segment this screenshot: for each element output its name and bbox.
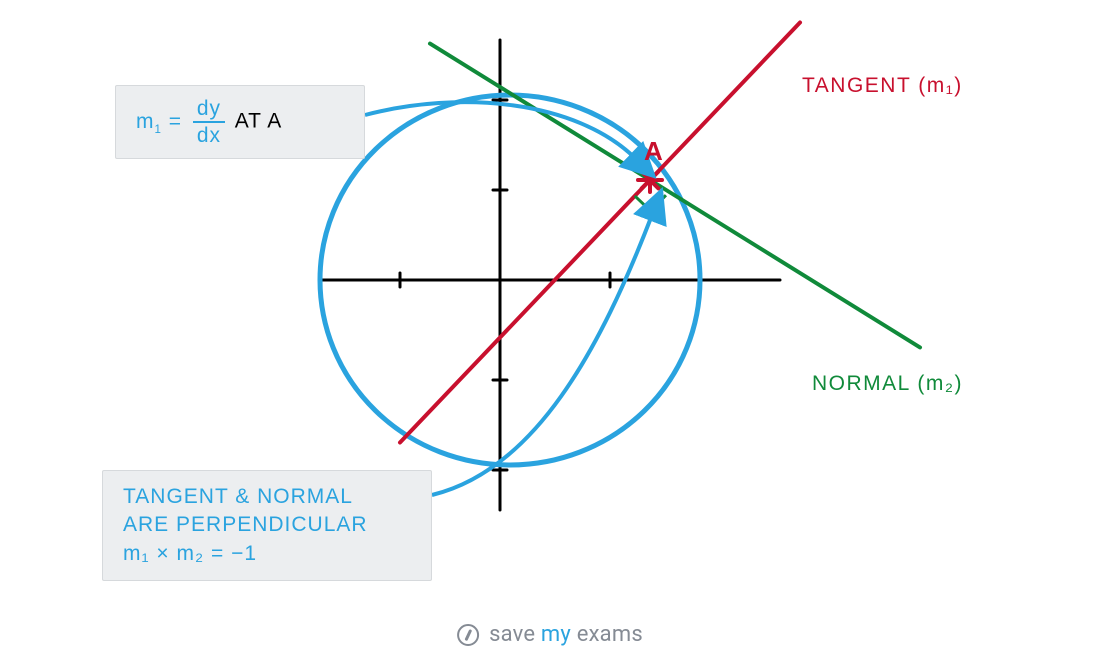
footer-seg1: save	[489, 622, 535, 647]
point-a-marker	[638, 168, 662, 192]
callout-bottom	[432, 215, 652, 495]
perp-line-1: TANGENT & NORMAL	[123, 483, 411, 511]
perpendicular-indicator	[635, 195, 666, 211]
note-box-perpendicular: TANGENT & NORMAL ARE PERPENDICULAR m₁ × …	[102, 470, 432, 581]
tangent-label: TANGENT (m₁)	[802, 74, 963, 98]
perp-eq-rhs: = −1	[204, 542, 257, 565]
footer-seg3: exams	[577, 622, 643, 647]
note-box-gradient: m1 = dydx AT A	[115, 85, 365, 159]
brand-footer: save my exams	[457, 622, 643, 647]
frac-den: dx	[193, 123, 225, 146]
diagram-stage: A TANGENT (m₁) NORMAL (m₂) m1 = dydx AT …	[0, 0, 1100, 669]
footer-seg2: my	[541, 622, 571, 647]
perp-eq-lhs: m₁ × m₂	[123, 542, 204, 565]
frac-num: dy	[193, 98, 225, 123]
tangent-line	[400, 23, 800, 443]
perp-line-2: ARE PERPENDICULAR	[123, 511, 411, 539]
normal-label: NORMAL (m₂)	[812, 372, 963, 396]
point-a-label: A	[644, 136, 663, 167]
at-a-text: AT A	[235, 110, 283, 133]
brand-logo-icon	[457, 624, 479, 646]
